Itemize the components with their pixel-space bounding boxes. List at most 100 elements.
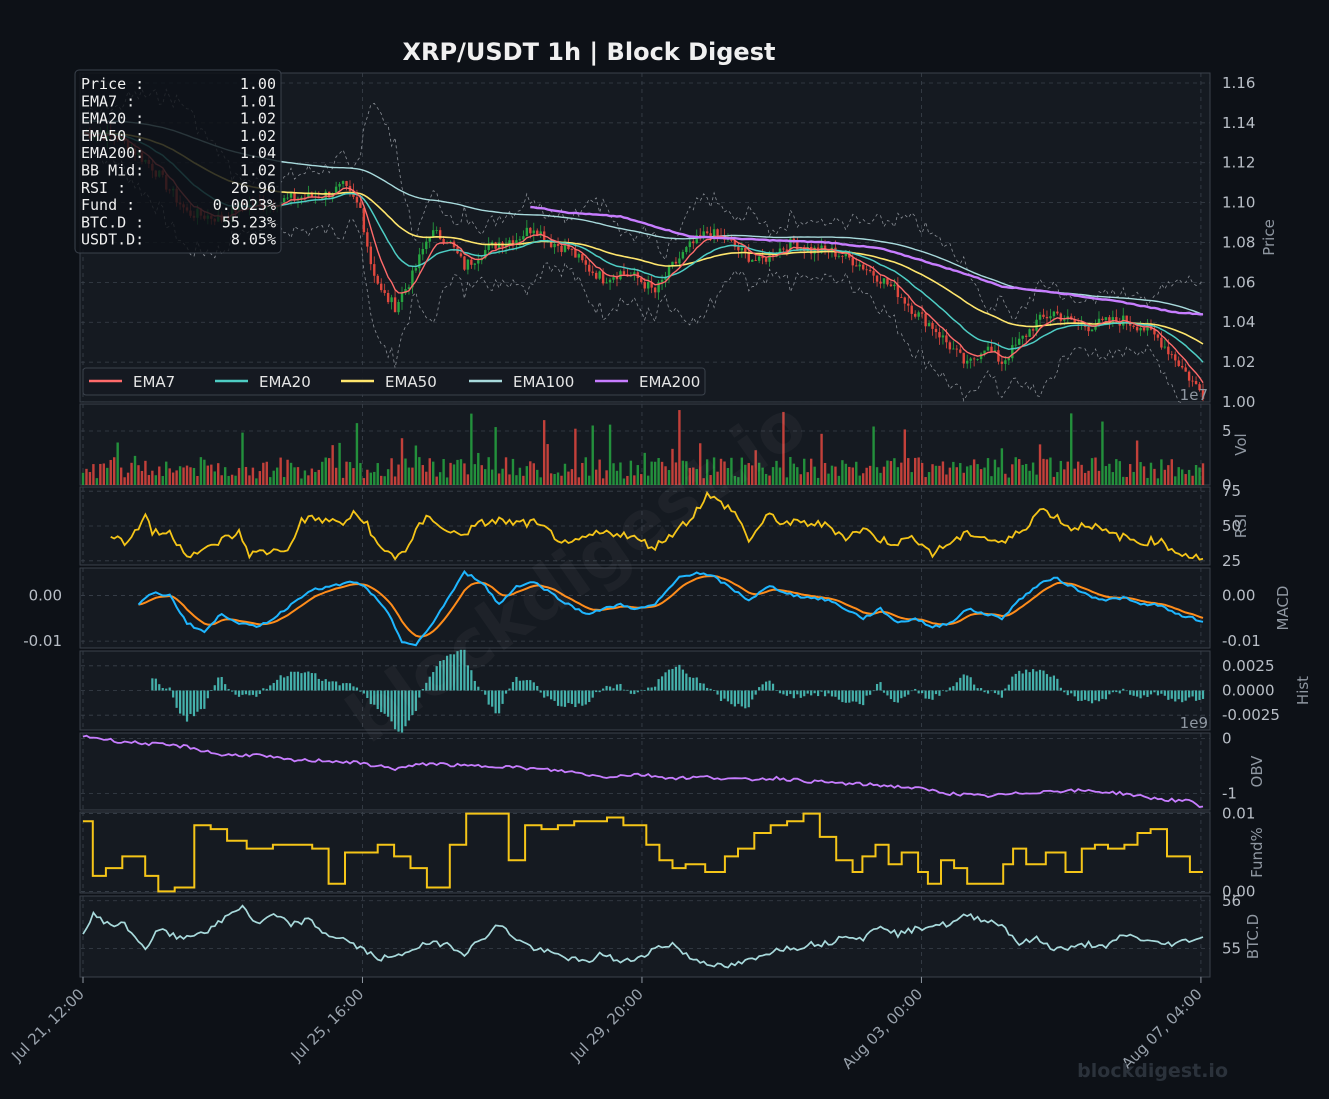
volume-bar	[785, 477, 789, 485]
price-candle	[875, 275, 879, 282]
macd-hist-bar	[494, 690, 497, 714]
volume-bar	[653, 461, 657, 485]
price-candle	[903, 297, 906, 304]
volume-bar	[740, 457, 744, 485]
volume-bar	[480, 465, 483, 485]
macd-hist-bar	[504, 690, 508, 694]
price-candle	[470, 259, 473, 265]
volume-bar	[841, 460, 844, 485]
price-candle	[494, 242, 497, 249]
volume-bar	[799, 474, 802, 485]
price-candle	[490, 242, 494, 245]
volume-bar	[511, 458, 515, 485]
macd-hist-bar	[1153, 690, 1156, 693]
macd-hist-bar	[439, 661, 442, 691]
volume-bar	[872, 426, 875, 485]
price-candle	[282, 198, 286, 203]
price-candle	[1160, 337, 1163, 348]
macd-hist-bar	[487, 690, 490, 705]
volume-bar	[796, 467, 799, 485]
price-candle	[532, 230, 535, 234]
price-candle	[889, 284, 893, 287]
macd-hist-bar	[785, 690, 789, 696]
macd-hist-bar	[317, 678, 320, 691]
macd-hist-bar	[834, 690, 837, 697]
price-candle	[1035, 319, 1038, 331]
price-candle	[497, 242, 501, 249]
volume-bar	[1135, 440, 1139, 485]
price-candle	[1038, 314, 1042, 320]
chart-title: XRP/USDT 1h | Block Digest	[403, 38, 776, 66]
macd-hist-bar	[387, 690, 390, 717]
price-candle	[699, 235, 702, 237]
volume-bar	[744, 464, 747, 485]
volume-bar	[432, 461, 435, 485]
volume-bar	[889, 461, 893, 485]
volume-bar	[1000, 448, 1004, 485]
macd-hist-bar	[1108, 690, 1111, 695]
volume-bar	[539, 477, 542, 485]
volume-bar	[119, 467, 123, 485]
volume-bar	[556, 472, 560, 485]
volume-bar	[622, 478, 626, 485]
volume-bar	[546, 444, 549, 485]
price-candle	[525, 227, 529, 237]
price-candle	[664, 277, 667, 280]
macd-hist-bar	[595, 690, 598, 693]
price-candle	[1063, 319, 1066, 321]
macd-hist-bar	[369, 690, 372, 705]
macd-hist-bar	[432, 672, 435, 691]
macd-hist-bar	[921, 690, 924, 694]
volume-bar	[366, 469, 369, 485]
footer-brand: blockdigest.io	[1077, 1060, 1228, 1082]
macd-hist-bar	[948, 687, 951, 691]
price-candle	[674, 261, 678, 264]
macd-hist-bar	[626, 689, 629, 691]
info-box-label: Fund :	[81, 196, 135, 214]
volume-scale-label: 1e7	[1180, 386, 1208, 404]
price-candle	[952, 348, 955, 350]
price-candle	[841, 255, 844, 257]
funding-axis-label: Fund%	[1248, 827, 1266, 878]
volume-bar	[1052, 476, 1056, 485]
volume-bar	[934, 465, 938, 485]
volume-bar	[792, 463, 796, 485]
info-box-label: EMA7 :	[81, 92, 135, 110]
volume-bar	[699, 443, 702, 485]
volume-bar	[286, 459, 289, 485]
volume-bar	[536, 469, 539, 485]
volume-bar	[830, 465, 834, 485]
volume-bar	[660, 461, 664, 485]
macd-hist-bar	[411, 690, 414, 716]
macd-hist-bar	[1198, 690, 1201, 700]
macd-hist-bar	[889, 690, 893, 700]
volume-bar	[1014, 457, 1017, 485]
info-box-value: 8.05%	[231, 231, 276, 249]
macd-hist-bar	[1156, 690, 1160, 696]
macd-hist-bar	[1056, 678, 1059, 691]
volume-bar	[584, 457, 587, 485]
volume-bar	[300, 478, 303, 485]
macd-hist-bar	[1111, 690, 1114, 693]
volume-bar	[144, 460, 147, 485]
macd-hist-bar	[567, 690, 570, 704]
macd-hist-bar	[303, 672, 307, 691]
volume-bar	[1111, 472, 1115, 485]
macd-hist-bar	[702, 683, 705, 691]
price-candle	[539, 231, 542, 236]
macd-hist-bar	[844, 690, 847, 703]
macd-hist-bar	[1170, 690, 1173, 699]
price-candle	[761, 256, 764, 259]
volume-bar	[435, 476, 438, 485]
price-candle	[1167, 346, 1170, 355]
macd-hist-bar	[168, 687, 171, 691]
price-candle	[778, 248, 782, 255]
macd-hist-bar	[279, 675, 282, 691]
price-candle	[366, 232, 369, 247]
macd-hist-bar	[390, 690, 393, 722]
price-candle	[286, 197, 289, 199]
volume-bar	[615, 470, 619, 485]
macd-hist-bar	[1118, 690, 1121, 694]
price-candle	[785, 249, 789, 252]
volume-bar	[258, 471, 262, 485]
